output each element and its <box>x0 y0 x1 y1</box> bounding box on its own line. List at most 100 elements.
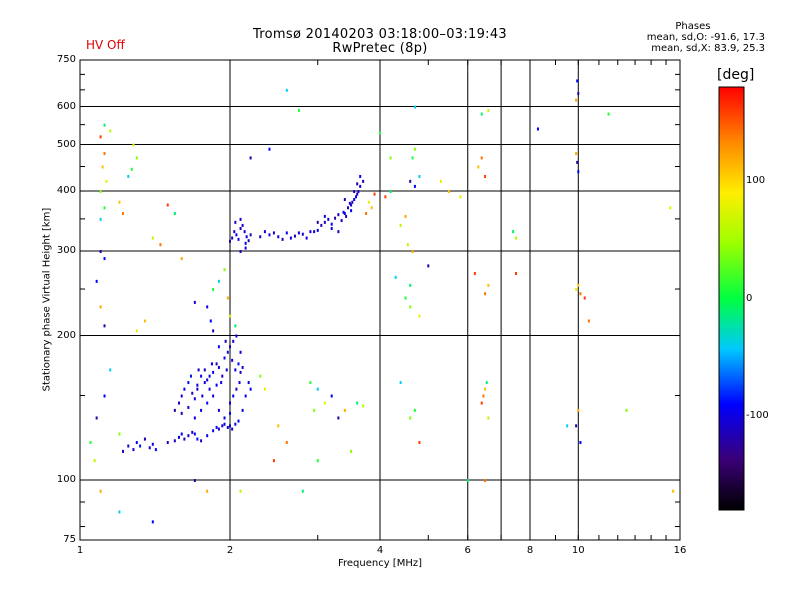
data-point <box>484 479 487 483</box>
data-point <box>241 408 244 412</box>
data-point <box>130 167 133 171</box>
phase-stats-o: mean, sd,O: -91.6, 17.3 <box>646 32 765 43</box>
phase-stats: Phases mean, sd,O: -91.6, 17.3 mean, sd,… <box>647 21 765 54</box>
data-point <box>536 127 539 131</box>
data-point <box>607 112 610 116</box>
data-point <box>209 319 212 323</box>
data-point <box>244 246 247 250</box>
data-point <box>356 401 359 405</box>
data-point <box>105 179 108 183</box>
data-point <box>232 394 235 398</box>
data-point <box>477 165 480 169</box>
data-point <box>196 387 199 391</box>
data-point <box>285 441 288 445</box>
data-point <box>231 358 234 362</box>
data-point <box>159 243 162 247</box>
data-point <box>330 394 333 398</box>
data-point <box>289 236 292 240</box>
x-tick-label: 8 <box>526 545 534 556</box>
data-point <box>316 459 319 463</box>
data-point <box>334 216 337 220</box>
data-point <box>234 422 237 426</box>
data-point <box>241 365 244 369</box>
colorbar-tick-label: -100 <box>746 410 769 421</box>
data-point <box>173 439 176 443</box>
x-axis-label: Frequency [MHz] <box>337 558 423 569</box>
data-point <box>173 212 176 216</box>
data-point <box>166 203 169 207</box>
data-point <box>365 212 368 216</box>
data-point <box>206 489 209 493</box>
data-point <box>206 434 209 438</box>
data-point <box>466 479 469 483</box>
data-point <box>229 424 231 428</box>
data-point <box>281 237 284 241</box>
data-point <box>99 305 102 309</box>
data-point <box>316 220 319 224</box>
data-point <box>237 237 240 241</box>
y-tick-label: 750 <box>56 54 76 65</box>
data-point <box>193 416 196 420</box>
data-point <box>237 419 240 423</box>
data-point <box>459 195 462 199</box>
data-point <box>103 123 106 127</box>
data-point <box>212 288 215 292</box>
data-point <box>203 381 206 385</box>
data-point <box>389 156 392 160</box>
data-point <box>212 429 215 433</box>
data-point <box>404 214 407 218</box>
data-point <box>245 235 248 239</box>
data-point <box>323 214 326 218</box>
data-point <box>208 387 211 391</box>
data-point <box>215 383 218 387</box>
data-point <box>330 227 333 231</box>
data-point <box>239 217 242 221</box>
y-axis-label: Stationary phase Virtual Height [km] <box>41 207 53 392</box>
axis-ticks <box>79 60 681 540</box>
data-point <box>480 156 483 160</box>
data-point <box>247 381 250 385</box>
data-point <box>389 190 392 194</box>
data-point <box>229 401 231 405</box>
data-point <box>193 479 196 483</box>
data-point <box>484 292 487 296</box>
data-point <box>93 459 96 463</box>
data-point <box>118 432 121 436</box>
data-point <box>362 404 365 408</box>
data-point <box>229 239 231 243</box>
data-point <box>109 368 112 372</box>
data-point <box>346 206 349 210</box>
data-point <box>221 424 224 428</box>
data-point <box>233 230 236 234</box>
data-point <box>212 370 215 374</box>
x-tick-label: 4 <box>376 545 384 556</box>
data-point <box>487 283 490 287</box>
data-point <box>99 250 102 254</box>
data-point <box>189 374 192 378</box>
data-point <box>99 217 102 221</box>
data-point <box>356 192 359 196</box>
data-point <box>566 424 569 428</box>
data-point <box>316 228 319 232</box>
data-point <box>95 416 98 420</box>
data-point <box>196 437 199 441</box>
data-point <box>109 129 112 133</box>
data-point <box>239 370 242 374</box>
data-point <box>340 219 343 223</box>
data-point <box>320 223 323 227</box>
data-point <box>263 387 266 391</box>
data-point <box>323 220 326 224</box>
data-point <box>357 190 360 194</box>
data-point <box>579 292 582 296</box>
data-point <box>409 283 412 287</box>
data-point <box>95 279 98 283</box>
data-point <box>485 381 488 385</box>
data-point <box>418 174 421 178</box>
data-point <box>239 350 242 354</box>
data-point <box>484 387 487 391</box>
data-point <box>404 296 407 300</box>
y-tick-label: 75 <box>63 534 76 545</box>
data-point <box>206 305 209 309</box>
data-point <box>193 300 196 304</box>
